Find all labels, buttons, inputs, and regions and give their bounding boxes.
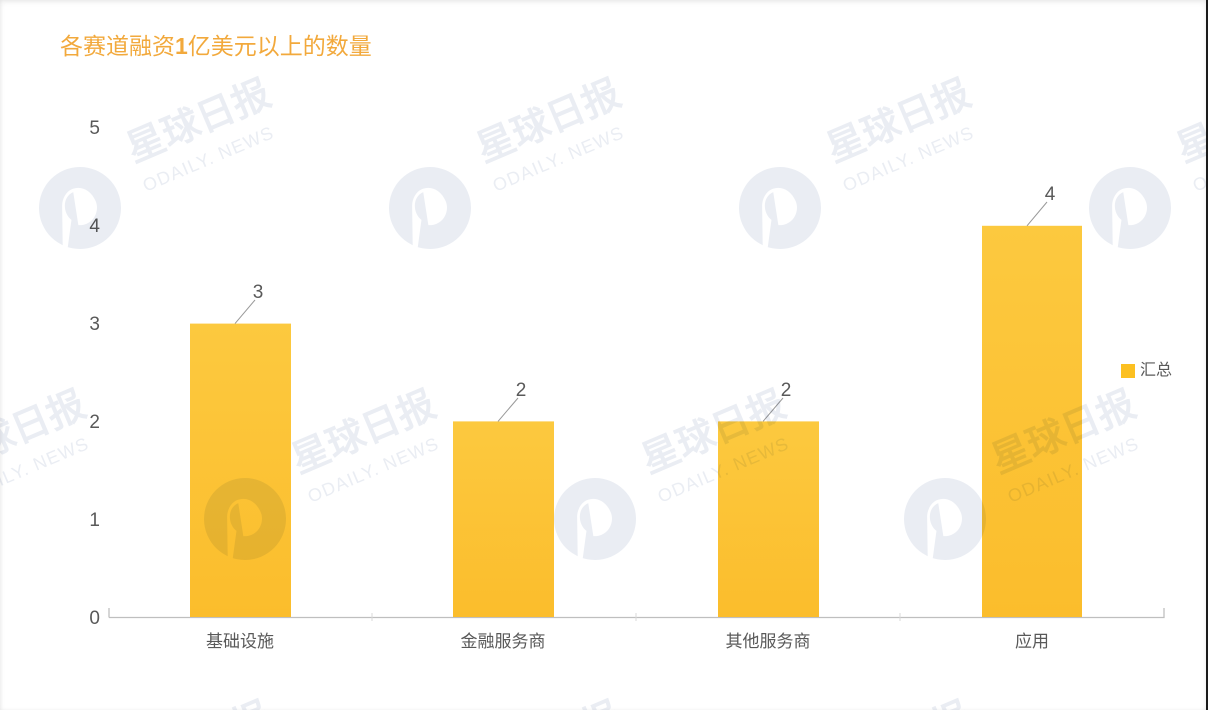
svg-text:应用: 应用 <box>1015 632 1049 651</box>
svg-text:金融服务商: 金融服务商 <box>461 632 546 651</box>
svg-text:基础设施: 基础设施 <box>206 632 274 651</box>
svg-text:5: 5 <box>89 118 100 139</box>
svg-text:2: 2 <box>516 380 527 401</box>
svg-text:汇总: 汇总 <box>1140 361 1172 379</box>
svg-text:2: 2 <box>781 380 792 401</box>
svg-text:其他服务商: 其他服务商 <box>726 632 811 651</box>
svg-text:4: 4 <box>1045 184 1056 205</box>
svg-text:3: 3 <box>253 282 264 303</box>
svg-text:2: 2 <box>89 412 100 433</box>
svg-text:0: 0 <box>89 608 100 629</box>
svg-text:1: 1 <box>89 510 100 531</box>
svg-text:3: 3 <box>89 314 100 335</box>
svg-text:4: 4 <box>89 216 100 237</box>
